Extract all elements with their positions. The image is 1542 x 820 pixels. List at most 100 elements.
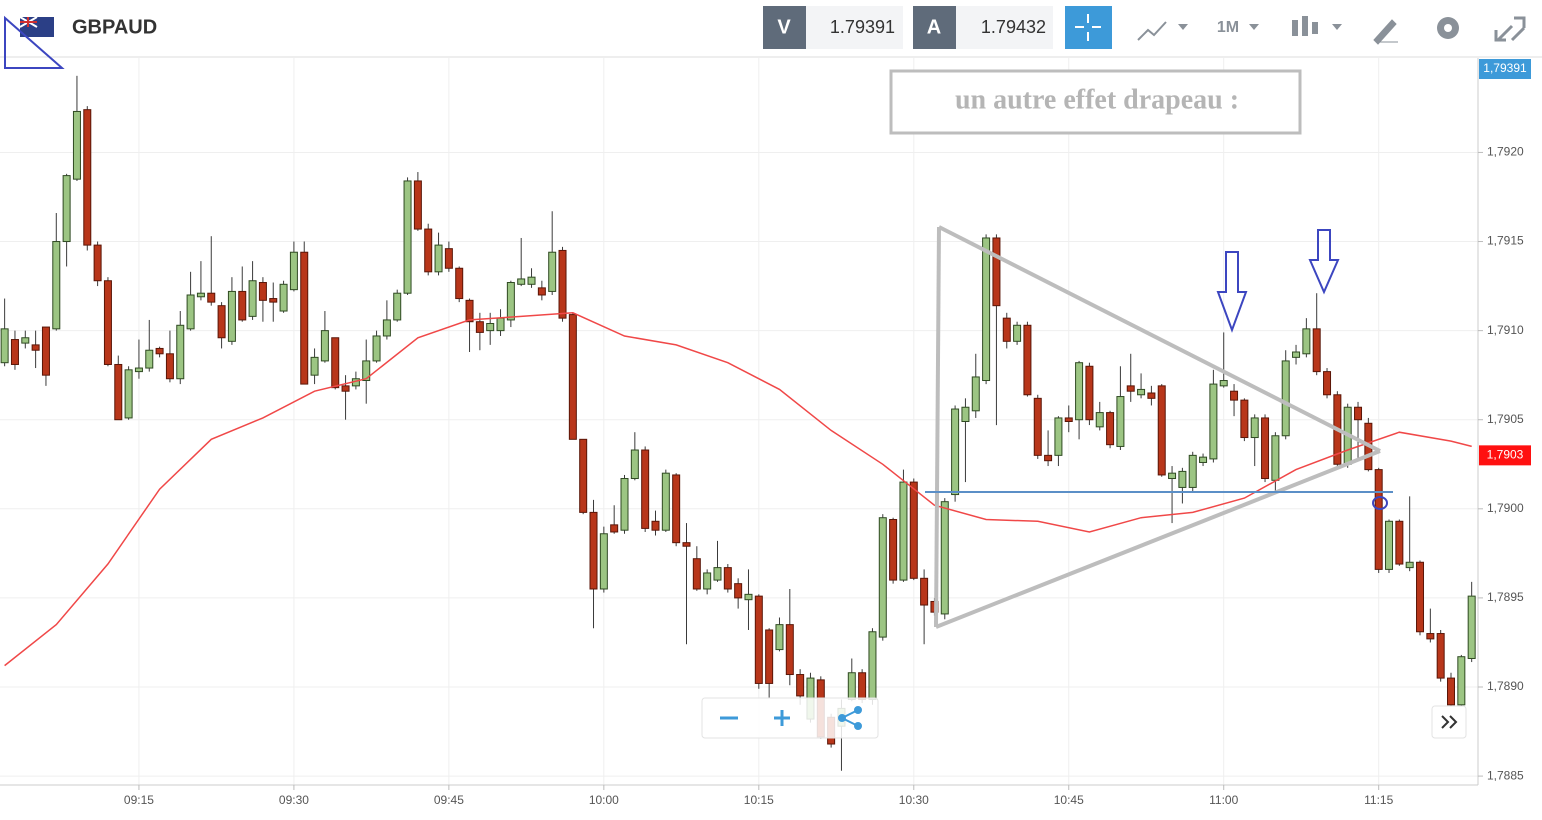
y-tick-label: 1,7920 — [1487, 145, 1524, 159]
drawing-tool-button[interactable] — [1373, 19, 1398, 45]
timeframe-button[interactable]: 1M — [1217, 19, 1239, 36]
moving-average-line — [4, 312, 1472, 667]
bid-label-box[interactable] — [763, 6, 806, 49]
ask-box[interactable] — [956, 6, 1053, 49]
candle-body — [1075, 362, 1084, 421]
bid-label: V — [777, 16, 791, 38]
candle-body — [83, 109, 92, 246]
candle-body — [41, 326, 50, 376]
candle-body — [165, 353, 174, 380]
candle-body — [93, 244, 102, 282]
settings-button[interactable] — [1437, 17, 1459, 39]
candle-body — [527, 276, 536, 285]
candle-body — [269, 298, 278, 303]
candle-body — [424, 228, 433, 273]
flag-pattern-drawing — [925, 225, 1393, 629]
candle-body — [320, 330, 329, 362]
candle-body — [703, 572, 712, 590]
x-tick-label: 09:15 — [124, 793, 154, 807]
candle-body — [1240, 399, 1249, 439]
candle-body — [310, 356, 319, 376]
candle-body — [796, 674, 805, 697]
candle-body — [568, 314, 577, 440]
candle-body — [672, 474, 681, 544]
candle-body — [413, 180, 422, 230]
candle-body — [382, 319, 391, 337]
candle-body — [1405, 561, 1414, 569]
bid-box[interactable] — [806, 6, 903, 49]
x-tick-label: 10:30 — [899, 793, 929, 807]
y-tick-label: 1,7910 — [1487, 323, 1524, 337]
y-tick-label: 1,7890 — [1487, 679, 1524, 693]
candle-body — [52, 241, 61, 330]
crosshair-button[interactable] — [1065, 6, 1112, 49]
x-tick-label: 10:15 — [744, 793, 774, 807]
ask-price: 1.79432 — [981, 17, 1046, 37]
candle-body — [909, 481, 918, 579]
candle-body — [72, 110, 81, 180]
candle-body — [599, 533, 608, 590]
candle-body — [1281, 360, 1290, 437]
price-tag — [1479, 445, 1531, 466]
fullscreen-button[interactable] — [1494, 16, 1526, 42]
x-tick-label: 09:45 — [434, 793, 464, 807]
candle-body — [1199, 456, 1208, 463]
candle-body — [889, 519, 898, 581]
grid — [0, 58, 1478, 785]
candle-body — [847, 672, 856, 700]
candle-body — [1054, 417, 1063, 456]
candle-body — [1116, 396, 1125, 447]
candle-body — [114, 363, 123, 421]
candle-body — [341, 385, 350, 392]
plot-area — [0, 75, 1476, 771]
candle-body — [155, 347, 164, 355]
candle-body — [186, 294, 195, 330]
candle-body — [641, 449, 650, 529]
candle-style-button[interactable] — [1292, 16, 1342, 36]
candle-body — [579, 438, 588, 513]
price-tag-label: 1,79391 — [1483, 61, 1527, 75]
candle-body — [682, 542, 691, 547]
candle-body — [403, 180, 412, 294]
candle-body — [444, 248, 453, 269]
candle-body — [496, 317, 505, 332]
chart-type-button[interactable] — [1137, 21, 1188, 41]
candle-body — [1188, 454, 1197, 488]
candle-body — [300, 251, 309, 385]
candle-body — [610, 524, 619, 533]
candle-body — [951, 408, 960, 496]
zoom-in-button[interactable] — [774, 710, 790, 726]
ask-label-box[interactable] — [913, 6, 956, 49]
candle-body — [961, 406, 970, 422]
candle-body — [692, 558, 701, 590]
candle-body — [1261, 417, 1270, 480]
candle-body — [362, 360, 371, 382]
candle-body — [227, 290, 236, 342]
candle-body — [1044, 454, 1053, 462]
candle-body — [1302, 328, 1311, 355]
candle-body — [1178, 470, 1187, 488]
candle-body — [1137, 388, 1146, 396]
candle-body — [1013, 324, 1022, 342]
candle-body — [207, 292, 216, 303]
share-button[interactable] — [838, 706, 862, 730]
candle-body — [103, 280, 112, 365]
candle-body — [1064, 417, 1073, 423]
candle-body — [289, 251, 298, 291]
candle-body — [1436, 633, 1445, 679]
annotation-text: un autre effet drapeau : — [955, 84, 1239, 115]
candle-body — [1106, 412, 1115, 446]
x-tick-label: 10:45 — [1054, 793, 1084, 807]
scroll-end-button[interactable] — [1431, 705, 1467, 739]
candle-body — [1230, 390, 1239, 401]
candle-body — [775, 624, 784, 651]
candle-body — [434, 244, 443, 273]
price-tags: 1,79391 1,7903 — [1479, 59, 1531, 466]
candle-body — [940, 501, 949, 615]
candle-body — [661, 472, 670, 531]
candle-body — [258, 282, 267, 301]
candle-body — [1033, 397, 1042, 456]
y-tick-label: 1,7885 — [1487, 768, 1524, 782]
x-tick-label: 10:00 — [589, 793, 619, 807]
